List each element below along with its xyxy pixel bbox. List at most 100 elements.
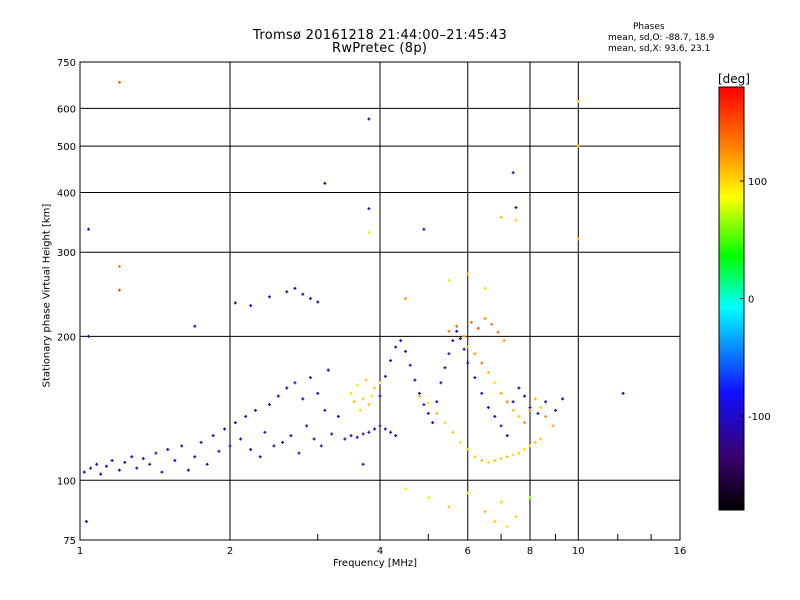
- x-tick-label: 8: [527, 546, 533, 557]
- o-mode-point: [361, 462, 365, 466]
- x-mode-point: [511, 408, 515, 412]
- o-mode-point: [480, 391, 484, 395]
- o-mode-point: [308, 297, 312, 301]
- x-mode-point: [358, 408, 362, 412]
- x-mode-point: [483, 316, 487, 320]
- x-mode-point: [480, 458, 484, 462]
- x-mode-point: [117, 80, 121, 84]
- o-mode-point: [447, 352, 451, 356]
- o-mode-point: [99, 472, 103, 476]
- o-mode-point: [349, 434, 353, 438]
- y-tick-label: 750: [57, 58, 76, 69]
- x-mode-point: [493, 458, 497, 462]
- x-mode-point: [451, 430, 455, 434]
- x-mode-point: [493, 381, 497, 385]
- x-mode-point: [514, 514, 518, 518]
- y-tick-label: 100: [57, 476, 76, 487]
- o-mode-point: [426, 411, 430, 415]
- o-mode-point: [272, 444, 276, 448]
- y-axis-label: Stationary phase Virtual Height [km]: [41, 203, 53, 388]
- x-tick-label: 10: [572, 546, 585, 557]
- o-mode-point: [439, 381, 443, 385]
- o-mode-point: [553, 408, 557, 412]
- o-mode-point: [148, 462, 152, 466]
- o-mode-point: [293, 286, 297, 290]
- x-mode-point: [517, 414, 521, 418]
- x-mode-point: [533, 397, 537, 401]
- x-mode-point: [517, 451, 521, 455]
- o-mode-point: [455, 329, 459, 333]
- y-tick-label: 200: [57, 332, 76, 343]
- o-mode-point: [86, 334, 90, 338]
- x-mode-point: [117, 288, 121, 292]
- x-mode-point: [469, 320, 473, 324]
- o-mode-point: [154, 451, 158, 455]
- o-mode-point: [258, 455, 262, 459]
- x-mode-point: [361, 397, 365, 401]
- o-mode-point: [326, 368, 330, 372]
- colorbar: [718, 86, 745, 511]
- phases-x-stats: mean, sd,X: 93.6, 23.1: [608, 44, 711, 54]
- x-mode-point: [499, 215, 503, 219]
- o-mode-point: [373, 427, 377, 431]
- x-axis-label: Frequency [MHz]: [333, 558, 418, 569]
- o-mode-point: [378, 424, 382, 428]
- x-mode-point: [486, 371, 490, 375]
- o-mode-point: [217, 449, 221, 453]
- x-mode-point: [455, 324, 459, 328]
- x-mode-point: [447, 329, 451, 333]
- o-mode-point: [462, 347, 466, 351]
- o-mode-point: [135, 466, 139, 470]
- x-mode-point: [496, 330, 500, 334]
- o-mode-point: [173, 458, 177, 462]
- o-mode-point: [301, 292, 305, 296]
- o-mode-point: [486, 405, 490, 409]
- x-mode-point: [117, 265, 121, 269]
- x-mode-point: [370, 394, 374, 398]
- o-mode-point: [199, 440, 203, 444]
- x-mode-point: [352, 400, 356, 404]
- o-mode-point: [514, 206, 518, 210]
- x-mode-point: [499, 391, 503, 395]
- o-mode-point: [211, 434, 215, 438]
- o-mode-point: [244, 414, 248, 418]
- colorbar-ticks: 100 0 -100: [740, 177, 771, 423]
- x-mode-point: [576, 100, 580, 104]
- x-mode-point: [551, 424, 555, 428]
- x-mode-point: [490, 322, 494, 326]
- x-mode-point: [502, 339, 506, 343]
- o-mode-point: [82, 470, 86, 474]
- x-mode-point: [462, 334, 466, 338]
- o-mode-point: [160, 470, 164, 474]
- colorbar-tick-label: 0: [748, 295, 754, 306]
- x-mode-point: [466, 491, 470, 495]
- o-mode-point: [466, 361, 470, 365]
- o-mode-point: [511, 171, 515, 175]
- o-mode-point: [443, 366, 447, 370]
- o-mode-point: [193, 324, 197, 328]
- o-mode-point: [263, 430, 267, 434]
- x-mode-point: [505, 455, 509, 459]
- o-mode-point: [223, 427, 227, 431]
- x-mode-point: [483, 286, 487, 290]
- x-mode-point: [364, 378, 368, 382]
- x-mode-point: [367, 230, 371, 234]
- x-mode-point: [458, 440, 462, 444]
- o-mode-point: [267, 295, 271, 299]
- o-mode-point: [141, 457, 145, 461]
- o-mode-point: [297, 451, 301, 455]
- chart-title: Tromsø 20161218 21:44:00–21:45:43: [253, 28, 508, 43]
- o-mode-point: [323, 181, 327, 185]
- o-mode-point: [193, 455, 197, 459]
- o-mode-point: [523, 394, 527, 398]
- x-mode-point: [483, 510, 487, 514]
- x-mode-point: [466, 272, 470, 276]
- x-mode-point: [466, 345, 470, 349]
- x-mode-point: [533, 440, 537, 444]
- y-tick-label: 300: [57, 248, 76, 259]
- o-mode-point: [336, 414, 340, 418]
- o-mode-point: [276, 394, 280, 398]
- x-mode-point: [576, 144, 580, 148]
- x-mode-point: [505, 400, 509, 404]
- o-mode-point: [389, 430, 393, 434]
